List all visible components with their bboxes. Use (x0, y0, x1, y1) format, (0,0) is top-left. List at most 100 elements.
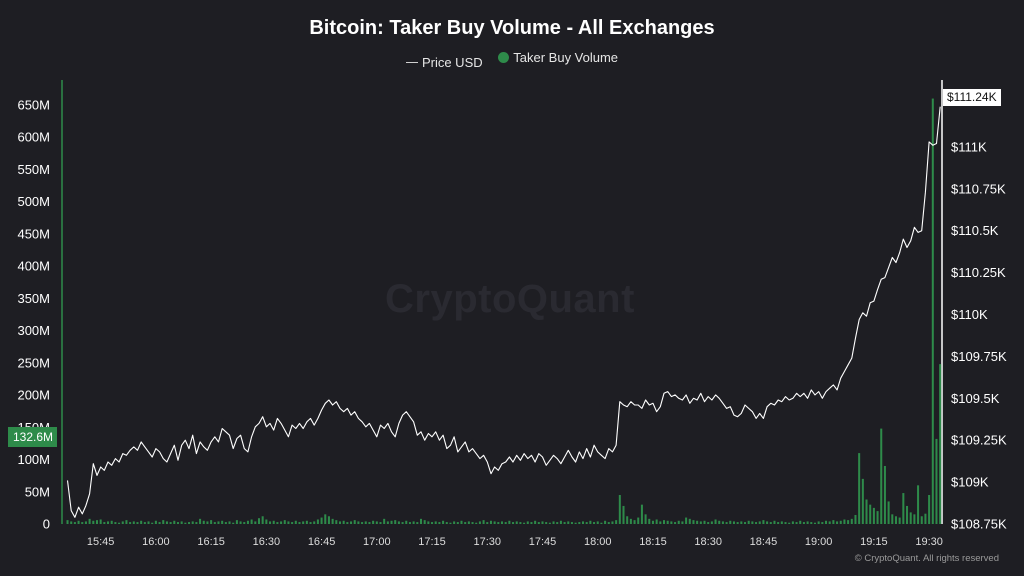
volume-bar (353, 520, 356, 524)
volume-bar (125, 520, 128, 524)
volume-bar (788, 522, 791, 524)
volume-bar (169, 522, 172, 524)
y-left-tick-label: 550M (17, 162, 50, 177)
volume-bar (810, 522, 813, 524)
y-left-tick-label: 650M (17, 98, 50, 113)
volume-bar (357, 521, 360, 524)
volume-bar (659, 521, 662, 524)
volume-bar (681, 521, 684, 524)
volume-bar (589, 520, 592, 524)
volume-bar (493, 521, 496, 524)
volume-bar (346, 522, 349, 524)
x-tick-label: 15:45 (87, 536, 115, 548)
volume-bar (924, 513, 927, 524)
volume-bar (939, 364, 942, 524)
volume-bar (530, 522, 533, 524)
volume-bar (110, 520, 113, 524)
volume-bar (372, 520, 375, 524)
y-left-tick-label: 200M (17, 388, 50, 403)
y-left-tick-label: 500M (17, 194, 50, 209)
volume-bar (335, 520, 338, 524)
volume-bar (670, 521, 673, 524)
volume-bar (431, 522, 434, 524)
volume-bar (633, 520, 636, 524)
volume-bar (298, 522, 301, 524)
volume-bar (272, 520, 275, 524)
volume-bar (556, 522, 559, 524)
volume-bar (512, 522, 515, 524)
legend-item-price[interactable]: Price USD (405, 55, 483, 70)
price-line (66, 106, 941, 518)
volume-bar (257, 518, 260, 524)
y-left-tick-label: 400M (17, 259, 50, 274)
volume-bar (729, 520, 732, 524)
volume-bar (692, 520, 695, 524)
volume-bar (140, 520, 143, 524)
y-right-tick-label: $110K (951, 307, 988, 322)
volume-bar (622, 505, 625, 524)
volume-bar (338, 521, 342, 524)
volume-bar (541, 521, 544, 524)
volume-bar (73, 522, 76, 524)
y-left-tick-label: 0 (43, 517, 50, 532)
y-right-tick-label: $109.5K (951, 391, 1000, 406)
volume-bar (758, 521, 761, 524)
volume-bar (615, 520, 618, 524)
volume-bar (906, 505, 909, 524)
volume-bar (313, 521, 316, 524)
y-right-tick-label: $108.75K (951, 517, 1007, 532)
x-tick-label: 19:30 (915, 536, 943, 548)
volume-bar (475, 522, 478, 524)
legend-label-volume: Taker Buy Volume (513, 50, 619, 65)
volume-bar (858, 453, 861, 524)
volume-bar (243, 522, 246, 524)
volume-bar (195, 522, 198, 524)
volume-bar (103, 522, 106, 524)
volume-bar (456, 522, 459, 524)
volume-bar (780, 521, 783, 524)
volume-bar (876, 511, 879, 524)
volume-bar (386, 521, 389, 524)
volume-bar (438, 522, 441, 524)
volume-bar (221, 520, 224, 524)
volume-bar (342, 520, 345, 524)
volume-bar (129, 522, 132, 524)
volume-bar (843, 519, 846, 524)
volume-bar (199, 518, 202, 524)
y-left-tick-label: 250M (17, 355, 50, 370)
volume-bar (813, 522, 816, 524)
volume-bar (423, 520, 426, 524)
volume-bar (283, 520, 286, 524)
volume-bar (147, 521, 150, 524)
volume-bar (769, 522, 772, 524)
volume-bar (269, 521, 272, 524)
volume-bar (817, 521, 820, 524)
volume-bar (176, 522, 179, 524)
y-left-tick-label: 600M (17, 130, 50, 145)
volume-bar (674, 522, 677, 524)
volume-bar (928, 494, 931, 524)
volume-bar (740, 521, 743, 524)
volume-bar (677, 520, 680, 524)
legend-label-price: Price USD (421, 55, 483, 70)
volume-bar (92, 520, 95, 524)
volume-bar (666, 520, 669, 524)
y-right-tick-label: $109.25K (951, 433, 1007, 448)
volume-bar (913, 514, 916, 524)
volume-bar (287, 521, 290, 524)
volume-bar (707, 522, 710, 524)
volume-bar (379, 522, 382, 524)
volume-bar (246, 520, 249, 524)
volume-bar (552, 521, 555, 524)
volume-bar (254, 521, 257, 524)
volume-bar (570, 522, 573, 524)
volume-bar (629, 518, 632, 524)
volume-bar (99, 519, 102, 524)
legend-item-volume[interactable]: Taker Buy Volume (498, 50, 618, 65)
volume-bar (324, 514, 327, 524)
volume-bar (920, 516, 923, 524)
volume-bar (213, 522, 216, 524)
volume-bar (302, 521, 305, 524)
volume-bar (581, 521, 585, 524)
